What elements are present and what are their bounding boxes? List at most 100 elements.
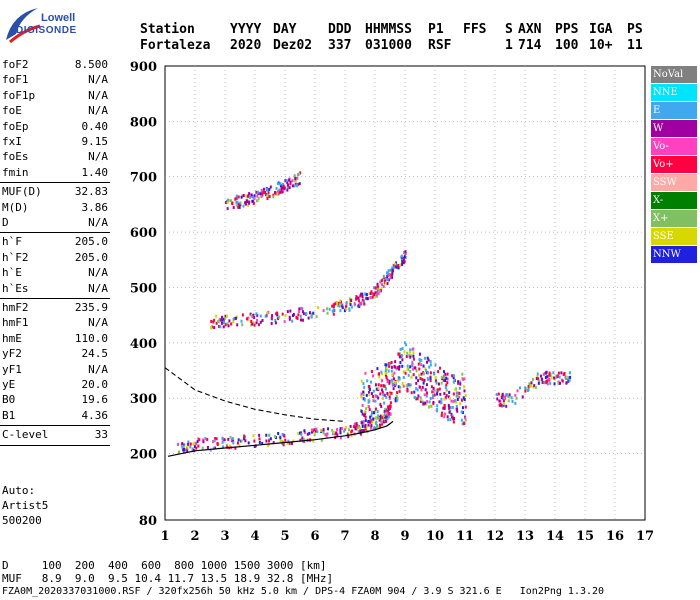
echo-dot — [232, 438, 235, 442]
echo-dot — [277, 190, 280, 194]
echo-dot — [286, 441, 289, 445]
echo-dot — [503, 395, 506, 399]
echo-dot — [448, 407, 451, 411]
echo-dot — [542, 372, 545, 376]
param-value: N/A — [88, 362, 108, 376]
echo-dot — [377, 414, 380, 418]
param-key: B1 — [2, 408, 16, 422]
echo-dot — [297, 173, 300, 177]
echo-dot — [371, 295, 374, 299]
echo-dot — [235, 201, 238, 205]
echo-dot — [443, 392, 446, 396]
echo-dot — [382, 278, 385, 282]
echo-dot — [427, 377, 430, 381]
echo-dot — [464, 416, 467, 420]
echo-dot — [283, 434, 286, 438]
echo-dot — [384, 363, 387, 367]
echo-dot — [422, 402, 425, 406]
echo-dot — [327, 427, 330, 431]
echo-dot — [336, 427, 339, 431]
echo-dot — [374, 383, 377, 387]
echo-dot — [410, 391, 413, 395]
echo-dot — [449, 418, 452, 422]
echo-dot — [291, 179, 294, 183]
echo-dot — [419, 359, 422, 363]
param-key: yF2 — [2, 347, 22, 361]
echo-dot — [364, 427, 367, 431]
echo-dot — [206, 437, 209, 441]
echo-dot — [244, 201, 247, 205]
echo-dot — [392, 387, 395, 391]
echo-dot — [265, 193, 268, 197]
echo-dot — [552, 371, 555, 375]
echo-dot — [361, 404, 364, 408]
echo-dot — [326, 432, 329, 436]
echo-dot — [221, 437, 224, 441]
y-tick-label: 800 — [130, 115, 157, 130]
echo-dot — [284, 438, 287, 442]
echo-dot — [221, 440, 224, 444]
echo-dot — [288, 441, 291, 445]
echo-dot — [384, 415, 387, 419]
param-value: 1.40 — [81, 165, 109, 179]
echo-dot — [390, 391, 393, 395]
echo-dot — [388, 364, 391, 368]
echo-dot — [553, 382, 556, 386]
echo-dot — [448, 410, 451, 414]
echo-dot — [450, 399, 453, 403]
echo-dot — [401, 358, 404, 362]
echo-dot — [382, 274, 385, 278]
echo-dot — [453, 378, 456, 382]
echo-dot — [362, 382, 365, 386]
param-key: foE — [2, 104, 22, 118]
echo-dot — [452, 399, 455, 403]
echo-dot — [228, 319, 231, 323]
echo-dot — [389, 401, 392, 405]
header-value-10: 10+ — [589, 38, 613, 53]
echo-dot — [380, 372, 383, 376]
echo-dot — [393, 384, 396, 388]
echo-dot — [421, 400, 424, 404]
echo-dot — [565, 381, 568, 385]
echo-dot — [254, 444, 257, 448]
echo-dot — [445, 383, 448, 387]
echo-dot — [535, 376, 538, 380]
echo-dot — [325, 434, 328, 438]
echo-dot — [369, 426, 372, 430]
echo-dot — [394, 380, 397, 384]
echo-dot — [430, 385, 433, 389]
echo-dot — [400, 257, 403, 261]
echo-dot — [228, 198, 231, 202]
echo-dot — [510, 396, 513, 400]
echo-dot — [560, 371, 563, 375]
echo-dot — [368, 387, 371, 391]
echo-dot — [550, 375, 553, 379]
echo-dot — [538, 379, 541, 383]
param-key: hmE — [2, 331, 22, 345]
legend-entry-nnw: NNW — [651, 246, 697, 263]
echo-dot — [228, 444, 231, 448]
echo-dot — [363, 398, 366, 402]
echo-dot — [189, 445, 192, 449]
echo-dot — [378, 415, 381, 419]
echo-dot — [259, 192, 262, 196]
echo-dot — [375, 292, 378, 296]
param-row: hmF1 N/A — [2, 316, 108, 332]
echo-dot — [435, 389, 438, 393]
echo-dot — [402, 258, 405, 262]
echo-dot — [406, 384, 409, 388]
echo-dot — [460, 410, 463, 414]
legend-entry-x: X- — [651, 192, 697, 209]
param-row: fxI 9.15 — [2, 135, 108, 151]
param-key: h`F — [2, 235, 22, 249]
echo-dot — [372, 417, 375, 421]
echo-dot — [533, 384, 536, 388]
echo-dot — [428, 405, 431, 409]
echo-dot — [372, 394, 375, 398]
echo-dot — [383, 277, 386, 281]
echo-dot — [388, 396, 391, 400]
echo-dot — [422, 364, 425, 368]
echo-dot — [350, 305, 353, 309]
echo-dot — [548, 371, 551, 375]
echo-dot — [370, 414, 373, 418]
